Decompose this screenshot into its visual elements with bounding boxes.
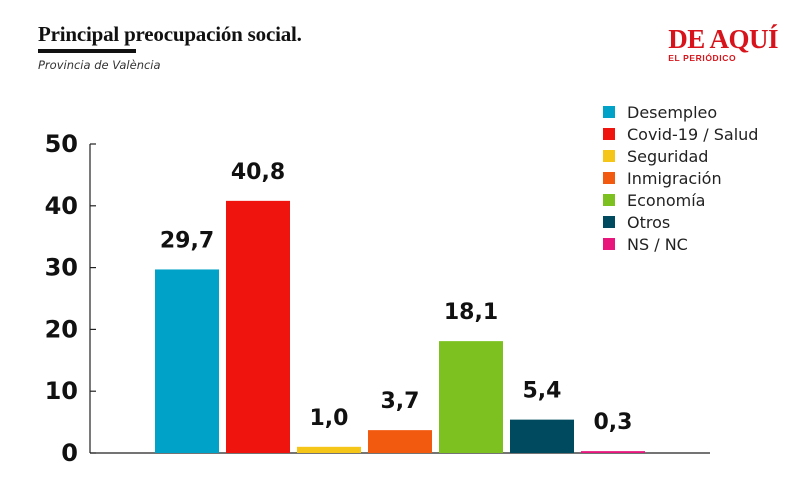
bar-3	[297, 446, 361, 453]
legend-label: NS / NC	[627, 234, 688, 254]
brand-logo: DE AQUÍ EL PERIÓDICO	[668, 24, 778, 64]
legend-item: Seguridad	[603, 145, 758, 167]
legend-label: Economía	[627, 190, 706, 210]
bar-value-label: 29,7	[160, 228, 214, 253]
legend-swatch	[603, 216, 615, 228]
legend-label: Covid-19 / Salud	[627, 124, 759, 144]
y-tick-label: 50	[45, 130, 78, 158]
legend-label: Desempleo	[627, 102, 718, 122]
bar-value-label: 5,4	[523, 379, 562, 404]
legend-swatch	[603, 172, 615, 184]
legend-swatch	[603, 194, 615, 206]
legend-swatch	[603, 238, 615, 250]
chart-title: Principal preocupación social.	[38, 22, 302, 46]
y-tick-label: 10	[45, 377, 78, 405]
legend-swatch	[603, 150, 615, 162]
legend-label: Inmigración	[627, 168, 722, 188]
bar-value-label: 1,0	[310, 406, 349, 431]
legend-item: Desempleo	[603, 101, 758, 123]
legend-item: Otros	[603, 211, 758, 233]
y-tick-label: 20	[45, 315, 78, 343]
legend-label: Otros	[627, 212, 671, 232]
title-underline	[38, 49, 136, 53]
bar-4	[368, 430, 432, 453]
bar-value-label: 3,7	[381, 389, 420, 414]
bar-6	[510, 419, 574, 453]
bar-1	[155, 269, 219, 453]
brand-tagline: EL PERIÓDICO	[668, 53, 737, 63]
y-tick-label: 30	[45, 254, 78, 282]
chart-subtitle: Provincia de València	[38, 58, 161, 72]
legend-swatch	[603, 128, 615, 140]
legend-label: Seguridad	[627, 146, 709, 166]
y-tick-label: 40	[45, 192, 78, 220]
legend-item: Economía	[603, 189, 758, 211]
bar-5	[439, 341, 503, 453]
bar-7	[581, 451, 645, 453]
legend-swatch	[603, 106, 615, 118]
legend-item: Inmigración	[603, 167, 758, 189]
y-tick-label: 0	[61, 439, 78, 467]
bar-value-label: 18,1	[444, 300, 498, 325]
bar-2	[226, 200, 290, 453]
chart-legend: Desempleo Covid-19 / Salud Seguridad Inmigr…	[603, 101, 758, 255]
legend-item: Covid-19 / Salud	[603, 123, 758, 145]
bar-value-label: 0,3	[594, 410, 633, 435]
brand-name: DE AQUÍ	[668, 24, 778, 54]
legend-item: NS / NC	[603, 233, 758, 255]
bar-value-label: 40,8	[231, 160, 285, 185]
